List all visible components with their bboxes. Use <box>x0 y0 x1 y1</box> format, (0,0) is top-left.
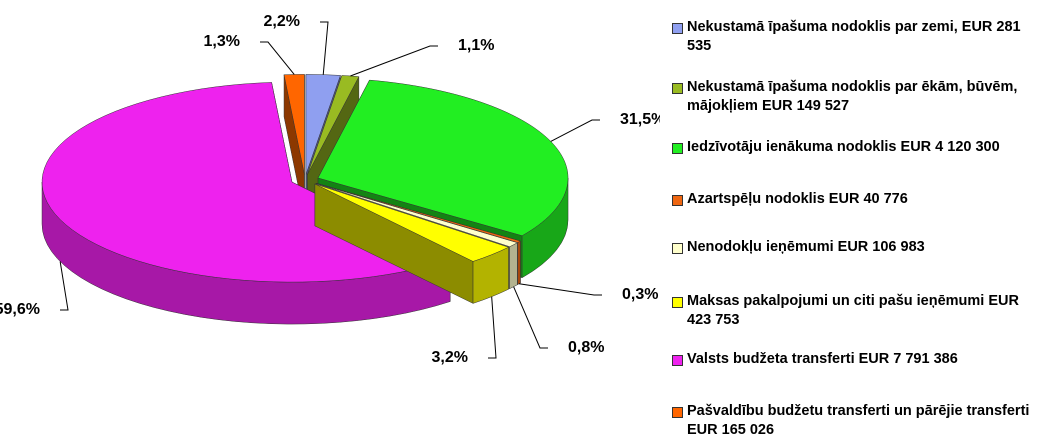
legend-swatch <box>672 355 683 366</box>
legend-swatch <box>672 23 683 34</box>
slice <box>305 74 341 175</box>
legend-item: Nekustamā īpašuma nodoklis par zemi, EUR… <box>672 18 1042 56</box>
slice <box>315 183 519 247</box>
legend-label: Azartspēļu nodoklis EUR 40 776 <box>687 191 908 207</box>
legend-label: Maksas pakalpojumi un citi pašu ieņēmumi… <box>687 293 1019 328</box>
data-label: 2,2% <box>264 13 300 30</box>
slice-wall <box>517 240 521 285</box>
legend-swatch <box>672 297 683 308</box>
legend-item: Valsts budžeta transferti EUR 7 791 386 <box>672 350 1042 369</box>
legend-item: Nekustamā īpašuma nodoklis par ēkām, būv… <box>672 78 1042 116</box>
legend-label: Nekustamā īpašuma nodoklis par ēkām, būv… <box>687 79 1018 114</box>
data-label: 0,8% <box>568 339 604 356</box>
legend-label: Nekustamā īpašuma nodoklis par zemi, EUR… <box>687 19 1021 54</box>
legend-item: Iedzīvotāju ienākuma nodoklis EUR 4 120 … <box>672 138 1042 157</box>
legend-label: Pašvaldību budžetu transferti un pārējie… <box>687 403 1030 438</box>
legend-item: Pašvaldību budžetu transferti un pārējie… <box>672 402 1042 439</box>
legend-label: Nenodokļu ieņēmumi EUR 106 983 <box>687 239 925 255</box>
legend-swatch <box>672 143 683 154</box>
leader-line <box>350 45 438 77</box>
pie-area: 2,2% 1,1% 31,5% 0,3% 0,8% 3,2% 59,6% 1,3% <box>0 13 660 366</box>
legend-swatch <box>672 195 683 206</box>
slice-wall <box>509 242 518 290</box>
leader-line <box>488 296 497 359</box>
leader-line <box>59 261 69 311</box>
leader-line <box>550 119 600 142</box>
leader-line <box>513 286 548 349</box>
leader-line <box>320 21 329 75</box>
legend-item: Azartspēļu nodoklis EUR 40 776 <box>672 190 1042 209</box>
legend-label: Valsts budžeta transferti EUR 7 791 386 <box>687 351 958 367</box>
leader-line <box>518 283 602 296</box>
data-label: 0,3% <box>622 286 658 303</box>
legend-swatch <box>672 83 683 94</box>
data-label: 31,5% <box>620 111 660 128</box>
leader-line <box>260 41 295 75</box>
slice <box>314 183 510 262</box>
legend-swatch <box>672 243 683 254</box>
legend-item: Maksas pakalpojumi un citi pašu ieņēmumi… <box>672 292 1042 330</box>
legend-item: Nenodokļu ieņēmumi EUR 106 983 <box>672 238 1042 257</box>
data-label: 1,3% <box>204 33 240 50</box>
data-label: 59,6% <box>0 301 40 318</box>
data-label: 3,2% <box>432 349 468 366</box>
legend-swatch <box>672 407 683 418</box>
legend-label: Iedzīvotāju ienākuma nodoklis EUR 4 120 … <box>687 139 1000 155</box>
data-label: 1,1% <box>458 37 494 54</box>
